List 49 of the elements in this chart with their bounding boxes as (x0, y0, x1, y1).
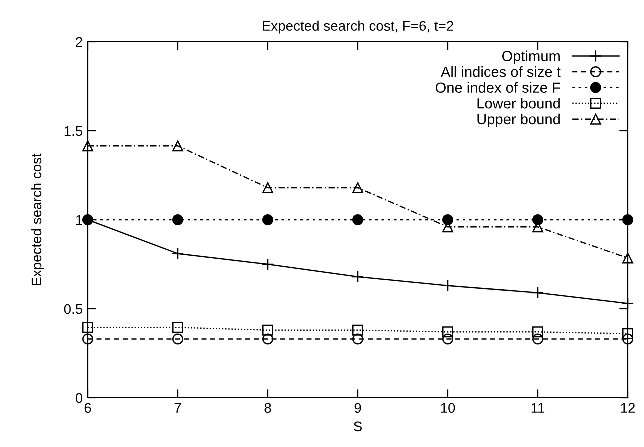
point (352, 214, 364, 226)
point (82, 334, 94, 345)
y-tick-label: 2 (76, 37, 82, 48)
point (532, 286, 544, 300)
x-tick-label: 8 (264, 403, 272, 414)
point (622, 252, 634, 264)
point (172, 248, 184, 260)
point (262, 324, 274, 336)
chart-title: Expected search cost, F=6, t=2 (263, 20, 454, 34)
point (172, 140, 184, 152)
y-tick-label: 1.5 (64, 126, 83, 136)
point (622, 328, 634, 340)
point (622, 334, 634, 345)
legend-label: All indices of size t (440, 66, 561, 78)
point (352, 182, 364, 194)
point (532, 334, 544, 345)
point (442, 280, 454, 292)
y-tick-label: 1 (76, 215, 82, 226)
point (262, 258, 274, 271)
x-tick-label: 10 (441, 403, 456, 414)
point (262, 334, 274, 345)
legend-label: One index of size F (436, 82, 560, 94)
point (172, 334, 184, 345)
point (532, 326, 544, 338)
point (352, 324, 364, 336)
x-tick-label: 6 (84, 403, 92, 414)
point (172, 214, 184, 226)
y-axis-title: Expected search cost (31, 154, 44, 286)
y-tick-label: 0.5 (64, 304, 83, 314)
point (352, 270, 364, 284)
point (82, 322, 94, 334)
x-tick-label: 9 (354, 403, 362, 414)
x-tick-label: 12 (621, 403, 636, 413)
legend-label: Upper bound (478, 114, 560, 128)
point (532, 214, 544, 226)
point (442, 214, 454, 226)
legend-label: Optimum (502, 50, 560, 64)
point (82, 140, 94, 152)
point (442, 326, 454, 338)
point (352, 334, 364, 345)
point (442, 334, 454, 345)
point (262, 214, 274, 226)
point (262, 182, 274, 194)
x-axis-title: S (354, 422, 362, 432)
x-tick-label: 11 (532, 403, 545, 413)
legend-label: Lower bound (478, 98, 560, 109)
y-tick-label: 0 (76, 393, 83, 404)
x-tick-label: 7 (174, 403, 182, 413)
point (172, 322, 184, 334)
